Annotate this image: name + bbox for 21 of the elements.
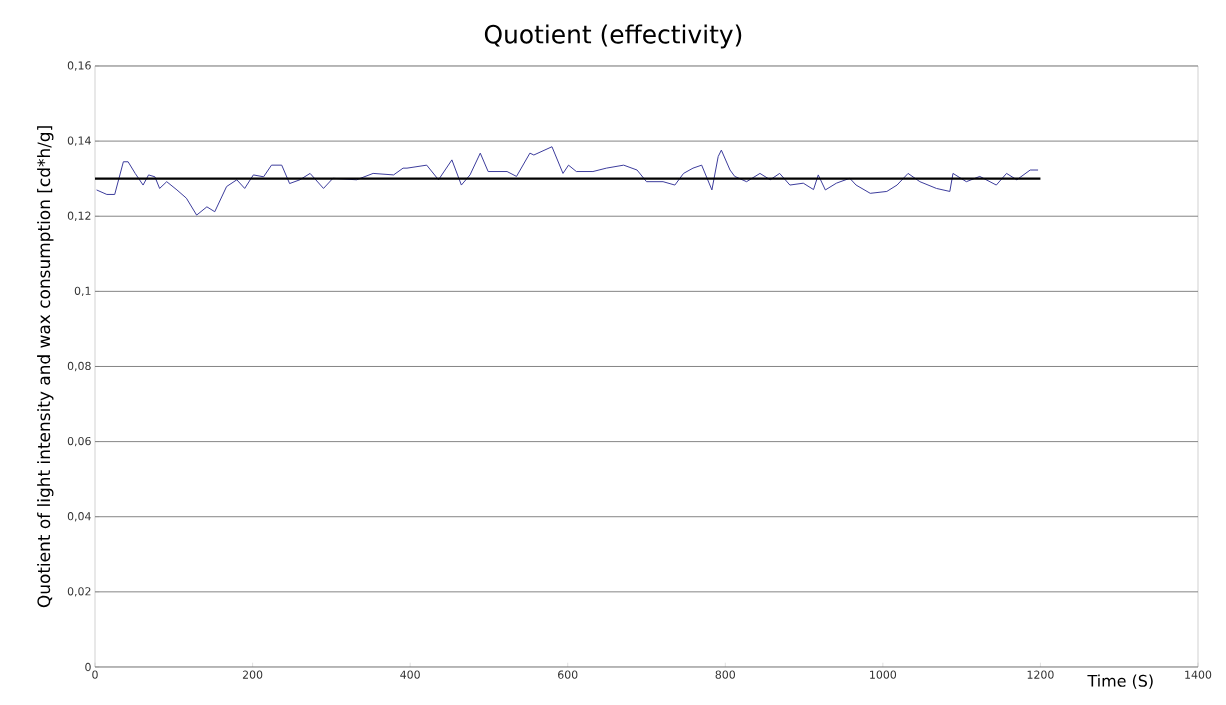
x-tick-label: 1000 <box>870 670 897 679</box>
x-tick-label: 1400 <box>1185 670 1212 679</box>
y-tick-label: 0,1 <box>74 286 91 297</box>
x-tick-label: 200 <box>242 670 263 679</box>
y-tick-label: 0,06 <box>67 436 91 447</box>
x-tick-label: 800 <box>715 670 736 679</box>
x-tick-label: 400 <box>400 670 420 679</box>
x-axis-title: Time (S) <box>1087 674 1153 689</box>
y-tick-label: 0,04 <box>67 512 91 522</box>
x-tick-label: 600 <box>558 670 578 679</box>
x-tick-label: 0 <box>92 670 98 679</box>
line-series <box>96 146 1039 216</box>
y-tick-label: 0,12 <box>67 211 91 221</box>
y-tick-label: 0,08 <box>67 361 91 372</box>
y-tick-label: 0,02 <box>67 587 91 597</box>
y-tick-label: 0,14 <box>67 136 91 146</box>
y-tick-label: 0 <box>85 662 91 672</box>
y-tick-label: 0,16 <box>67 61 91 71</box>
y-axis-title: Quotient of light intensity and wax consumption [cd*h/g] <box>37 126 54 608</box>
x-tick-label: 1200 <box>1027 670 1054 679</box>
chart-title: Quotient (effectivity) <box>484 24 742 49</box>
